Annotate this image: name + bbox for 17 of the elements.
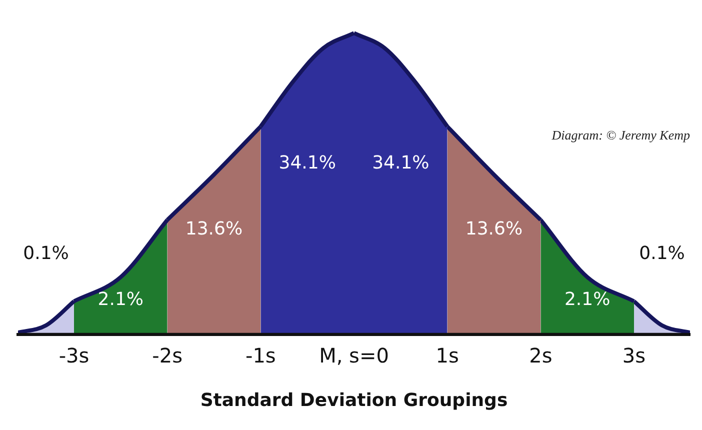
x-tick-label: -3s — [58, 344, 90, 368]
annotation: 34.1% — [372, 152, 430, 174]
annotation: Diagram: © Jeremy Kemp — [550, 127, 690, 142]
x-tick-label: M, s=0 — [319, 344, 389, 368]
annotation: 0.1% — [23, 243, 69, 264]
x-axis-title: Standard Deviation Groupings — [200, 390, 508, 411]
annotation: 13.6% — [465, 218, 523, 240]
annotation: 34.1% — [278, 152, 336, 174]
x-tick-label: -2s — [152, 344, 183, 368]
annotation: 0.1% — [639, 243, 685, 264]
x-tick-label: 3s — [622, 344, 646, 368]
x-tick-label: -1s — [245, 344, 276, 368]
x-tick-label: 2s — [529, 344, 552, 368]
annotation: 2.1% — [98, 288, 144, 310]
annotation: 2.1% — [564, 288, 610, 310]
annotation: 13.6% — [185, 218, 243, 240]
x-tick-label: 1s — [436, 344, 459, 368]
